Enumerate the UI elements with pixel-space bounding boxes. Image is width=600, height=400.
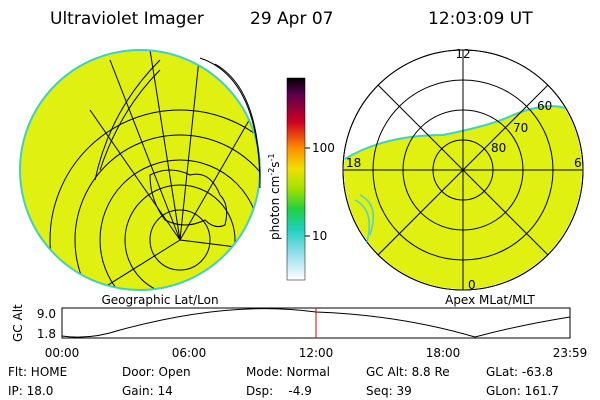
unit: s [268, 161, 282, 167]
lat-label: 70 [513, 121, 528, 135]
status-field: GC Alt: 8.8 Re [366, 365, 450, 379]
colorbar-unit: photon cm-2s-1 [267, 153, 282, 240]
title: Ultraviolet Imager [50, 9, 204, 29]
time: 12:03:09 UT [428, 9, 533, 29]
lat-label: 60 [537, 99, 552, 113]
altitude-plot [61, 307, 571, 339]
x-label: 06:00 [172, 346, 207, 360]
y-label: 1.8 [37, 327, 56, 341]
mlt-label: 6 [574, 156, 582, 170]
unit-exponent: -2 [267, 168, 276, 176]
mlt-label: 12 [455, 47, 470, 61]
status-field: IP: 18.0 [8, 384, 53, 398]
colorbar [286, 77, 306, 281]
status-field: GLon: 161.7 [486, 384, 559, 398]
y-label: 9.0 [37, 307, 56, 321]
status-field: Mode: Normal [246, 365, 330, 379]
status-field: Door: Open [122, 365, 191, 379]
lat-label: 80 [491, 141, 506, 155]
status-field: Seq: 39 [366, 384, 412, 398]
panel-label: Apex MLat/MLT [445, 293, 535, 307]
status-block: Flt: HOME Door: Open Mode: Normal GC Alt: 8… [8, 365, 559, 398]
x-label: 00:00 [45, 346, 80, 360]
polar-image [342, 49, 584, 291]
status-field: Flt: HOME [8, 365, 67, 379]
mlt-label: 0 [468, 278, 476, 292]
x-label: 23:59 [553, 346, 588, 360]
status-field: Dsp: -4.9 [246, 384, 312, 398]
panel-label: Geographic Lat/Lon [101, 293, 218, 307]
unit-exponent: -1 [267, 153, 276, 161]
colorbar-tick-label: 100 [312, 141, 335, 155]
unit: photon cm [268, 176, 282, 240]
axis-label: GC Alt [11, 304, 25, 342]
mlt-label: 18 [346, 156, 361, 170]
date: 29 Apr 07 [250, 9, 333, 29]
x-label: 12:00 [299, 346, 334, 360]
x-label: 18:00 [426, 346, 461, 360]
status-field: Gain: 14 [122, 384, 173, 398]
geographic-image [19, 49, 261, 291]
status-field: GLat: -63.8 [486, 365, 553, 379]
colorbar-tick-label: 10 [312, 229, 327, 243]
